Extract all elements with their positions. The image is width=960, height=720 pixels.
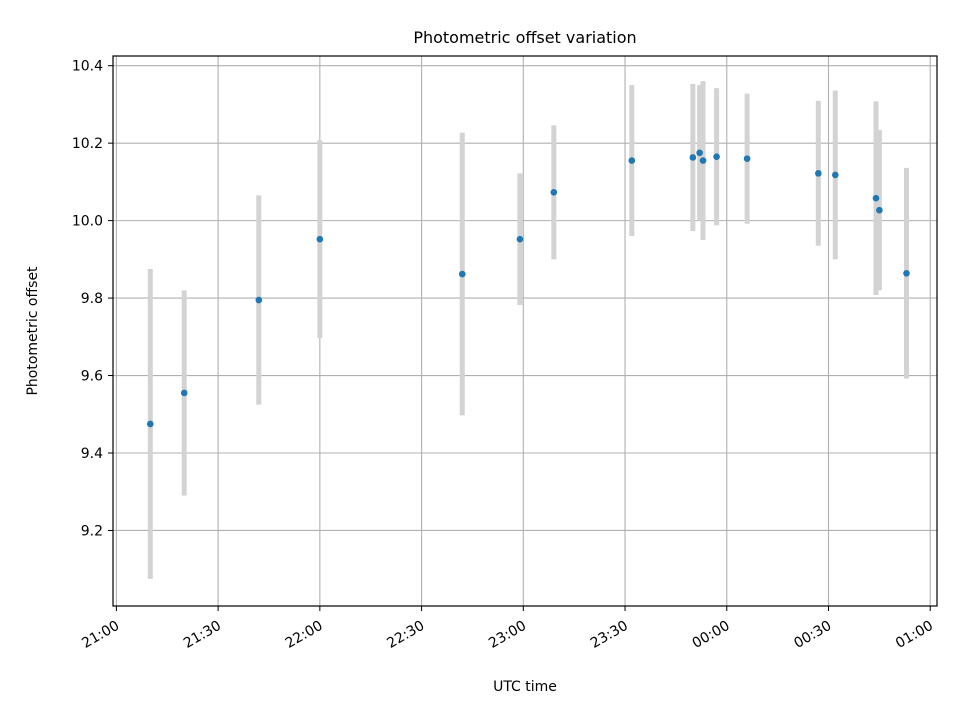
y-tick-label: 9.4 [81, 446, 103, 462]
data-point [628, 157, 636, 164]
data-point [458, 270, 466, 278]
x-tick-label: 01:00 [893, 618, 936, 652]
x-tick-label: 00:30 [791, 618, 834, 652]
x-axis-ticks: 21:00 21:30 22:00 22:30 23:00 23:30 00:00 00:30… [79, 606, 936, 652]
grid [113, 56, 937, 606]
data-point [876, 206, 883, 214]
x-tick-label: 21:30 [181, 618, 224, 652]
x-tick-label: 22:30 [384, 618, 427, 652]
chart-title: Photometric offset variation [413, 28, 636, 47]
data-point [903, 269, 910, 277]
data-point [872, 194, 880, 202]
error-bars [147, 81, 909, 579]
y-tick-label: 10.2 [72, 136, 103, 152]
data-point [316, 235, 324, 243]
data-point [516, 235, 524, 243]
data-point [550, 189, 558, 196]
data-point [831, 171, 839, 179]
y-tick-label: 10.4 [72, 59, 103, 75]
data-points [147, 149, 910, 428]
data-point [815, 170, 822, 177]
x-tick-label: 21:00 [79, 618, 122, 652]
data-point [713, 153, 720, 161]
x-tick-label: 23:00 [486, 618, 529, 652]
y-axis-label: Photometric offset [25, 266, 41, 396]
x-tick-label: 00:00 [690, 618, 733, 652]
y-tick-label: 9.2 [81, 523, 103, 539]
x-axis-label: UTC time [493, 679, 557, 695]
data-point [147, 420, 154, 428]
data-point [696, 149, 703, 157]
data-point [689, 154, 697, 161]
data-point [699, 157, 707, 164]
y-tick-label: 9.6 [81, 369, 103, 385]
data-point [255, 296, 263, 304]
x-tick-label: 22:00 [283, 618, 326, 652]
plot-frame [112, 55, 938, 607]
y-tick-label: 10.0 [72, 214, 103, 230]
y-tick-label: 9.8 [81, 291, 103, 307]
data-point [180, 389, 188, 397]
y-axis-ticks: 9.2 9.4 9.6 9.8 10.0 10.2 10.4 [72, 59, 113, 539]
data-point [743, 155, 751, 162]
x-tick-label: 23:30 [588, 618, 631, 652]
